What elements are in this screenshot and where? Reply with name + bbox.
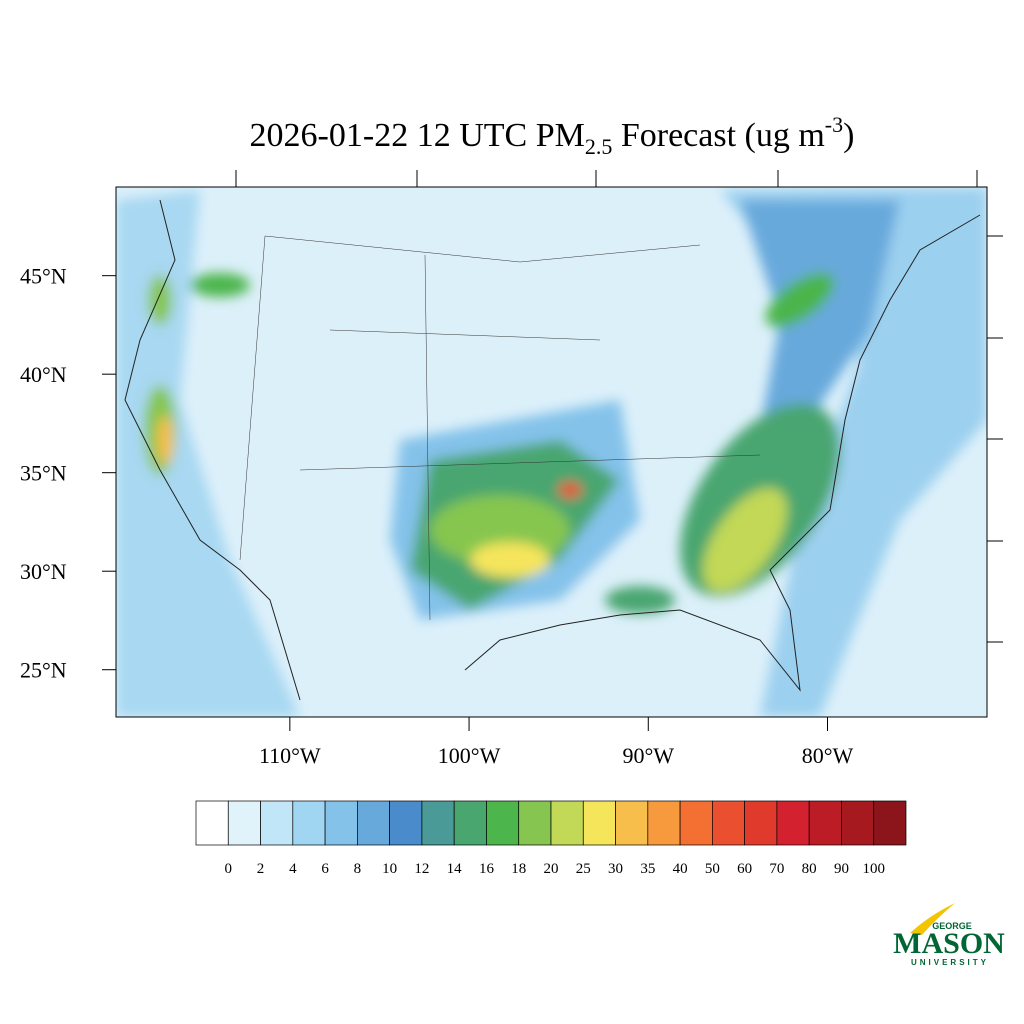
map-edge-ticks [235,170,1003,643]
colorbar-label: 0 [225,861,233,877]
colorbar-label: 60 [737,861,752,877]
map-field [116,187,987,717]
colorbar-box [195,800,229,846]
colorbar-label: 100 [862,861,885,877]
colorbar-label: 35 [640,861,655,877]
colorbar-box [712,800,745,846]
colorbar-label: 20 [544,861,559,877]
colorbar-box [550,800,584,846]
colorbar-box [647,800,681,846]
colorbar-box [518,800,552,846]
title-superscript: -3 [825,112,843,137]
logo-text: MASON [893,927,1005,960]
lat-label: 40°N [20,362,67,387]
colorbar-label: 8 [354,861,362,877]
colorbar-label: 80 [802,861,817,877]
colorbar-box [808,800,842,846]
lat-label: 35°N [20,461,67,486]
logo-text: UNIVERSITY [911,958,989,967]
colorbar-label: 90 [834,861,849,877]
colorbar-box [615,800,649,846]
colorbar-box [679,800,713,846]
colorbar-box [776,800,810,846]
colorbar-label: 70 [769,861,784,877]
title-subscript: 2.5 [585,134,613,159]
colorbar-box [292,800,326,846]
colorbar-box [453,800,487,846]
colorbar-box [744,800,778,846]
lat-label: 25°N [20,658,67,683]
colorbar-box [389,800,423,846]
colorbar-label: 40 [673,861,688,877]
colorbar-label: 18 [511,861,526,877]
colorbar-box [486,800,520,846]
title-text: Forecast (ug m [612,117,824,154]
map-frame [115,186,988,718]
colorbar-box [324,800,358,846]
colorbar-label: 25 [576,861,591,877]
colorbar-label: 2 [257,861,265,877]
colorbar-box [873,800,907,846]
colorbar-label: 14 [447,861,463,877]
lon-label: 80°W [802,743,854,768]
colorbar-label: 10 [382,861,397,877]
colorbar-label: 16 [479,861,495,877]
lat-label: 30°N [20,559,67,584]
lat-label: 45°N [20,264,67,289]
lon-label: 100°W [438,743,501,768]
colorbar-box [421,800,455,846]
logo: GEORGE MASON UNIVERSITY [893,903,1005,967]
colorbar-box [227,800,261,846]
colorbar-box [357,800,390,846]
lon-label: 110°W [259,743,321,768]
colorbar-label: 6 [321,861,329,877]
title-text: ) [843,117,854,154]
colorbar-box [841,800,875,846]
logo-text: GEORGE [932,921,972,931]
lon-label: 90°W [622,743,674,768]
colorbar-box [260,800,294,846]
colorbar-box [582,800,616,846]
colorbar-label: 12 [414,861,429,877]
colorbar-label: 30 [608,861,623,877]
colorbar-label: 50 [705,861,720,877]
colorbar-label: 4 [289,861,297,877]
map-title: 2026-01-22 12 UTC PM2.5 Forecast (ug m-3… [250,112,855,159]
title-text: 2026-01-22 12 UTC PM [250,117,585,154]
